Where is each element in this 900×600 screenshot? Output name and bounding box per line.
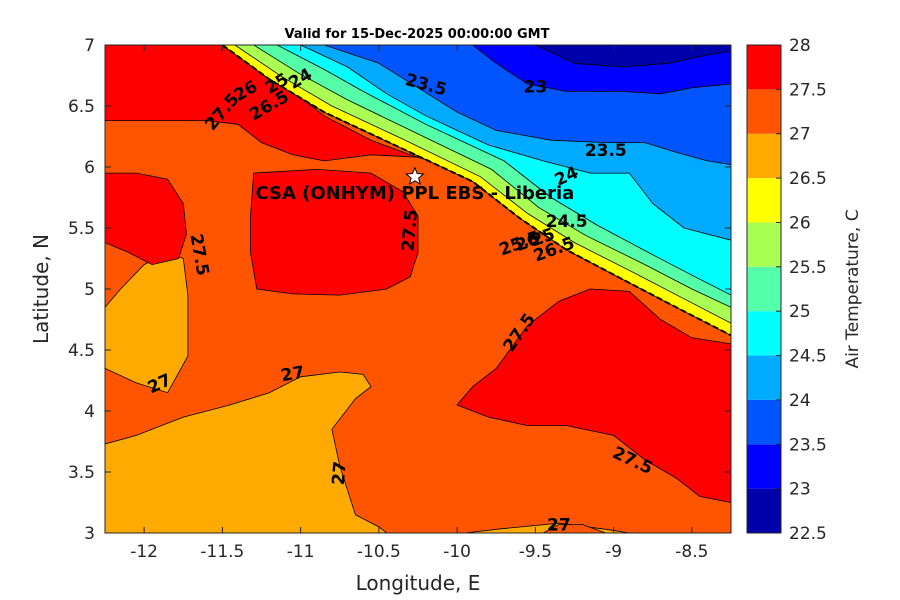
y-tick-label: 6 [84,158,95,178]
y-tick-label: 7 [84,36,95,56]
plot-area [105,45,731,533]
contour-label: 27 [329,461,351,486]
coastline-line [221,45,731,337]
colorbar-tick-label: 22.5 [789,524,827,544]
temperature-region [105,172,187,266]
contour-label: 27.5 [398,209,422,253]
colorbar-band [747,45,781,90]
colorbar-title: Air Temperature, C [843,209,863,368]
contour-label: 27 [279,362,306,386]
chart-title: Valid for 15-Dec-2025 00:00:00 GMT [285,27,550,42]
colorbar-tick-label: 26.5 [789,169,827,189]
contour-label: 27 [547,516,571,536]
colorbar-band [747,444,781,489]
site-marker-group: CSA (ONHYM) PPL EBS - Liberia [255,166,574,204]
colorbar-band [747,399,781,445]
temperature-region [543,524,606,533]
x-tick-label: -9 [605,542,622,562]
x-axis-title: Longitude, E [356,571,481,595]
colorbar-band [747,89,781,134]
coastline [221,45,731,337]
colorbar-band [747,178,781,223]
colorbar-tick-label: 23 [789,480,811,500]
x-tick-label: -9.5 [519,542,552,562]
y-axis-title: Latitude, N [29,234,53,344]
y-tick-label: 5 [84,280,95,300]
contour-label: 23.5 [585,141,627,161]
y-tick-label: 4 [84,402,95,422]
y-tick-label: 4.5 [68,341,95,361]
temperature-region [535,45,731,68]
colorbar-tick-label: 25.5 [789,258,827,278]
colorbar-band [747,222,781,267]
x-tick-label: -10.5 [357,542,401,562]
y-tick-label: 5.5 [68,219,95,239]
colorbar-tick-label: 28 [789,36,811,56]
temperature-regions [105,45,731,533]
y-tick-label: 3 [84,524,95,544]
colorbar-frame [746,44,782,534]
colorbar-tick-label: 26 [789,213,811,233]
colorbar-band [747,488,781,533]
colorbar-tick-label: 24.5 [789,347,827,367]
colorbar-tick-label: 27.5 [789,80,827,100]
colorbar-tick-label: 23.5 [789,435,827,455]
colorbar-band [747,133,781,179]
contour-label: 23 [524,78,548,98]
y-tick-label: 3.5 [68,463,95,483]
x-tick-label: -11 [287,542,315,562]
contour-label: 24.5 [546,212,588,232]
colorbar-band [747,311,781,356]
colorbar-band [747,355,781,400]
y-tick-label: 6.5 [68,97,95,117]
x-tick-label: -12 [130,542,158,562]
colorbar: 22.5 23 23.5 24 24.5 25 25.5 26 26.5 27 27.5 28 [746,36,827,544]
contour-labels: 23.5 2323.52424.52525.526.52624252626.527… [145,65,656,536]
colorbar-tick-label: 24 [789,391,811,411]
x-tick-label: -10 [443,542,471,562]
x-tick-label: -8.5 [675,542,708,562]
temperature-region [456,288,731,503]
x-tick-label: -11.5 [200,542,244,562]
x-axis: -12 -11.5 -11 -10.5 -10 -9.5 -9 -8.5 [130,45,708,562]
site-label: CSA (ONHYM) PPL EBS - Liberia [255,183,574,204]
y-axis: 3 3.5 4 4.5 5 5.5 6 6.5 7 [68,36,731,544]
colorbar-band [747,266,781,312]
site-star-icon [405,166,425,186]
colorbar-tick-label: 25 [789,302,811,322]
temperature-region [250,168,419,296]
colorbar-tick-label: 27 [789,125,811,145]
